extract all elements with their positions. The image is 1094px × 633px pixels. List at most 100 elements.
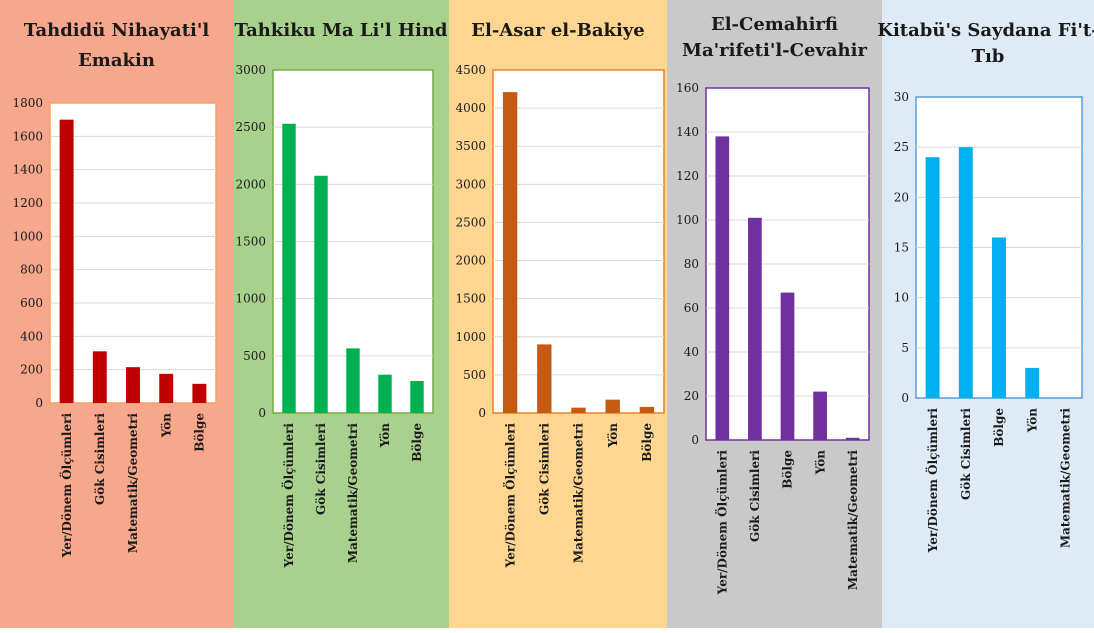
y-tick-label: 1000 [235,292,266,306]
chart-title: El-Cemahirfi Ma'rifeti'l-Cevahir [682,14,867,61]
category-label: Bölge [781,450,795,489]
plot-area [492,69,665,414]
y-tick-label: 800 [20,263,43,277]
y-tick-label: 400 [20,329,43,343]
category-label: Bölge [640,423,654,462]
y-tick-label: 1500 [455,292,486,306]
bar [314,175,328,413]
y-tick-label: 20 [684,389,699,403]
y-tick-label: 4500 [455,63,486,77]
y-tick-label: 100 [676,213,699,227]
y-tick-label: 20 [894,190,909,204]
bar [639,406,655,413]
bar [1025,367,1040,398]
chart-title: Kitabü's Saydana Fi't-Tıb [877,20,1094,67]
y-tick-label: 1200 [12,196,43,210]
bar [748,217,762,440]
y-tick-label: 40 [684,345,699,359]
y-tick-label: 160 [676,81,699,95]
category-label: Yön [606,423,620,449]
category-label: Yer/Dönem Ölçümleri [714,450,730,596]
category-label: Matematik/Geometri [846,450,860,591]
y-tick-label: 1400 [12,163,43,177]
y-tick-label: 3000 [235,63,266,77]
bar [925,157,940,398]
bar [92,351,107,403]
y-tick-label: 2000 [455,254,486,268]
bar [992,237,1006,398]
chart-panel-2: Tahkiku Ma Li'l Hind 0 500 1000 1500 2000 2500… [233,0,449,628]
y-tick-label: 0 [478,406,486,420]
bar [502,92,518,414]
y-tick-label: 200 [20,363,43,377]
y-tick-label: 1000 [12,229,43,243]
category-label: Gök Cisimleri [538,423,552,515]
category-label: Yer/Dönem Ölçümleri [501,423,517,569]
bar [780,292,795,440]
category-label: Gök Cisimleri [748,450,762,542]
bar [159,373,174,403]
category-label: Bölge [992,408,1006,447]
y-tick-label: 0 [691,433,699,447]
chart-title: Tahkiku Ma Li'l Hind [234,20,447,41]
bar [537,344,552,413]
bar [126,367,140,403]
category-label: Yer/Dönem Ölçümleri [280,423,296,569]
y-tick-label: 4000 [455,101,486,115]
chart-panel-4: El-Cemahirfi Ma'rifeti'l-Cevahir 0 20 40 60 80… [667,0,882,628]
category-label: Yön [1025,408,1039,434]
y-tick-label: 1000 [455,330,486,344]
chart-panel-3: El-Asar el-Bakiye 0 500 1000 1500 2000 2500 300… [449,0,667,628]
bar [715,136,730,440]
category-label: Gök Cisimleri [93,413,107,505]
y-tick-label: 25 [894,140,909,154]
y-tick-label: 10 [894,291,909,305]
bar [282,123,296,413]
bar [346,348,360,413]
category-label: Matematik/Geometri [126,413,140,554]
y-tick-label: 60 [684,301,699,315]
chart-title: El-Asar el-Bakiye [471,20,644,41]
bar [192,383,207,403]
y-tick-label: 1600 [12,129,43,143]
y-tick-label: 30 [894,90,909,104]
chart-title: Tahdidü Nihayati'l Emakin [24,20,210,71]
bar [845,437,860,440]
y-tick-label: 500 [243,349,266,363]
y-tick-label: 15 [894,241,909,255]
bar [59,119,74,404]
bar [571,407,586,413]
y-tick-label: 0 [901,391,909,405]
y-tick-label: 5 [901,341,909,355]
y-tick-label: 2000 [235,177,266,191]
category-label: Bölge [193,413,207,452]
plot-area [49,102,217,404]
category-label: Yön [378,423,392,449]
category-label: Yer/Dönem Ölçümleri [58,413,74,559]
bar [813,391,827,440]
y-tick-label: 120 [676,169,699,183]
category-label: Gök Cisimleri [314,423,328,515]
y-tick-label: 1800 [12,96,43,110]
y-tick-label: 2500 [455,215,486,229]
category-label: Gök Cisimleri [959,408,973,500]
y-tick-label: 80 [684,257,699,271]
category-label: Yön [159,413,173,439]
y-tick-label: 1500 [235,235,266,249]
y-tick-label: 3500 [455,139,486,153]
y-tick-label: 600 [20,296,43,310]
category-label: Yön [813,450,827,476]
category-label: Matematik/Geometri [1059,408,1073,549]
y-tick-label: 0 [258,406,266,420]
bar [958,147,973,398]
category-label: Bölge [410,423,424,462]
bar [378,374,392,413]
y-tick-label: 140 [676,125,699,139]
category-label: Matematik/Geometri [572,423,586,564]
category-label: Yer/Dönem Ölçümleri [924,408,940,554]
category-label: Matematik/Geometri [346,423,360,564]
chart-panel-1: Tahdidü Nihayati'l Emakin 0 200 400 600 800 100… [0,0,233,628]
chart-panel-5: Kitabü's Saydana Fi't-Tıb 0 5 10 15 20 25 30 Yer… [877,0,1094,628]
